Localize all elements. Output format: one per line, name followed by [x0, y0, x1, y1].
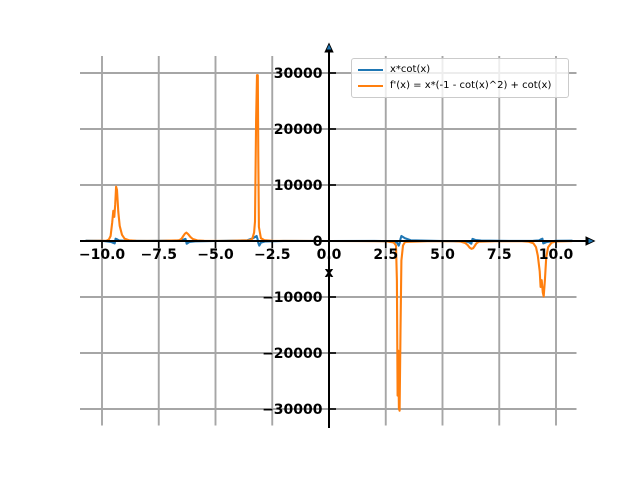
x-tick-label: 2.5	[373, 247, 398, 263]
y-tick-label: −10000	[262, 290, 323, 306]
legend-label: f'(x) = x*(-1 - cot(x)^2) + cot(x)	[390, 80, 552, 91]
legend: x*cot(x) f'(x) = x*(-1 - cot(x)^2) + cot…	[351, 58, 569, 98]
legend-swatch-blue-line	[358, 68, 383, 72]
x-tick-label: −7.5	[140, 247, 177, 263]
x-axis-arrow-core-icon	[588, 238, 594, 244]
x-tick-label: −10.0	[79, 247, 126, 263]
y-tick-label: 30000	[274, 66, 323, 82]
y-axis-arrow-core-icon	[326, 44, 332, 50]
x-tick-label: 5.0	[430, 247, 455, 263]
axis-spines	[80, 42, 596, 428]
legend-swatch-orange-line	[358, 84, 383, 88]
y-tick-label: −30000	[262, 402, 323, 418]
legend-entry-derivative: f'(x) = x*(-1 - cot(x)^2) + cot(x)	[358, 79, 564, 93]
y-tick-label: 10000	[274, 178, 323, 194]
x-tick-label: 7.5	[487, 247, 512, 263]
legend-label: x*cot(x)	[390, 64, 431, 75]
y-tick-label: −20000	[262, 346, 323, 362]
x-tick-label: −5.0	[197, 247, 234, 263]
x-tick-label: 10.0	[539, 247, 574, 263]
legend-entry-x-cot-x: x*cot(x)	[358, 63, 564, 77]
y-tick-label: 20000	[274, 122, 323, 138]
x-tick-label: −2.5	[254, 247, 291, 263]
